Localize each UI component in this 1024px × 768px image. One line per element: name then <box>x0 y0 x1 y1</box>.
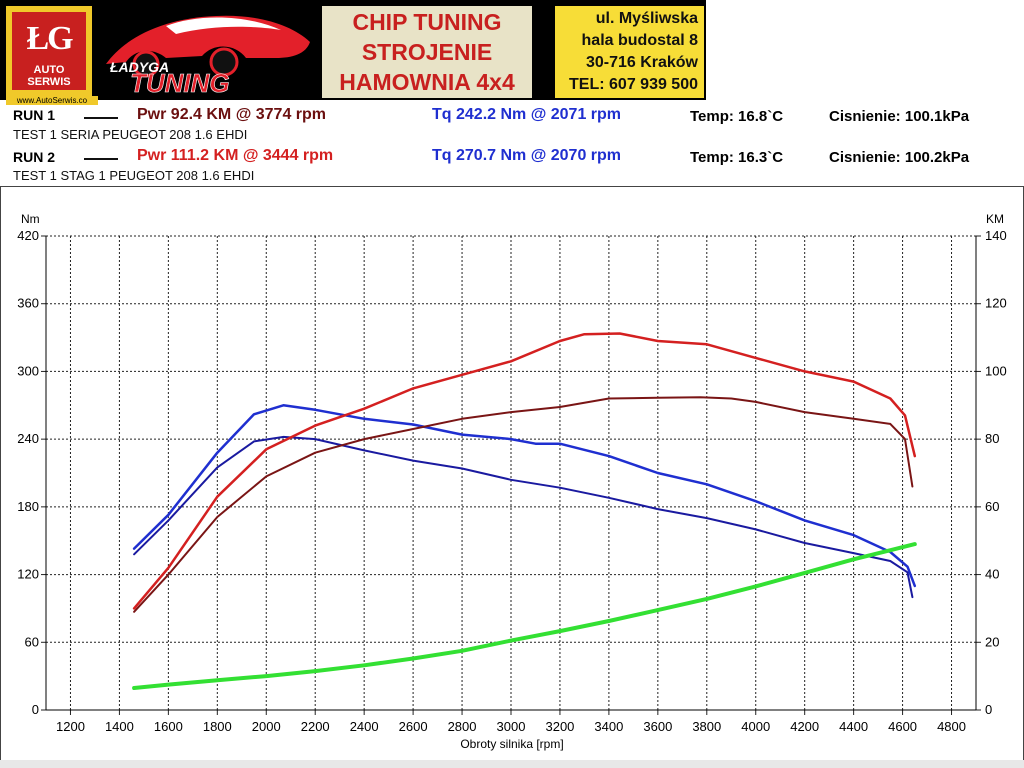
y-left-tick-label: 120 <box>17 567 39 582</box>
y-right-tick-label: 20 <box>985 634 999 649</box>
lg-auto-serwis-logo: ŁG AUTO SERWIS www.AutoSerwis.co <box>6 6 98 105</box>
car-logo-bottom-text: TUNING <box>130 68 230 98</box>
x-tick-label: 2200 <box>301 719 330 734</box>
chart-tick-labels: 1200 1400 1600 1800 2000 2200 2400 2600 2800 3000… <box>17 228 1006 734</box>
y-right-tick-label: 60 <box>985 499 999 514</box>
run2-temperature: Temp: 16.3`C <box>690 149 784 166</box>
y-right-tick-label: 100 <box>985 363 1007 378</box>
x-tick-label: 3200 <box>545 719 574 734</box>
run1-power-summary: Pwr 92.4 KM @ 3774 rpm <box>137 106 327 123</box>
series-line-run2-power <box>132 332 917 610</box>
series-line-run1-torque <box>133 435 914 599</box>
x-tick-label: 4600 <box>888 719 917 734</box>
chart-series <box>132 332 917 690</box>
x-tick-label: 2000 <box>252 719 281 734</box>
banner: ŁG AUTO SERWIS www.AutoSerwis.co ŁADYGA … <box>0 0 706 105</box>
series-line-loss <box>132 542 917 690</box>
x-tick-label: 2400 <box>350 719 379 734</box>
y-right-tick-label: 40 <box>985 567 999 582</box>
y-left-tick-label: 0 <box>32 702 39 717</box>
run1-description: TEST 1 SERIA PEUGEOT 208 1.6 EHDI <box>13 127 248 142</box>
x-tick-label: 1200 <box>56 719 85 734</box>
car-logo-top-text: ŁADYGA <box>109 59 169 75</box>
y-left-tick-label: 420 <box>17 228 39 243</box>
x-tick-label: 3800 <box>692 719 721 734</box>
address-line-4: TEL: 607 939 500 <box>569 76 698 93</box>
run1-torque-summary: Tq 242.2 Nm @ 2071 rpm <box>432 106 622 123</box>
headline-line-3: HAMOWNIA 4x4 <box>339 69 515 95</box>
right-axis-unit: KM <box>986 212 1004 226</box>
logo-url: www.AutoSerwis.co <box>6 96 98 105</box>
y-left-tick-label: 360 <box>17 296 39 311</box>
x-tick-label: 3600 <box>643 719 672 734</box>
y-right-tick-label: 0 <box>985 702 992 717</box>
run1-legend-line <box>84 117 118 119</box>
run2-torque-summary: Tq 270.7 Nm @ 2070 rpm <box>432 147 622 164</box>
run1-label: RUN 1 <box>13 107 56 123</box>
address-line-1: ul. Myśliwska <box>595 10 698 27</box>
y-right-tick-label: 140 <box>985 228 1007 243</box>
x-tick-label: 2800 <box>448 719 477 734</box>
x-axis-label: Obroty silnika [rpm] <box>460 737 563 751</box>
x-tick-label: 3400 <box>594 719 623 734</box>
y-right-tick-label: 120 <box>985 296 1007 311</box>
y-right-tick-label: 80 <box>985 431 999 446</box>
x-tick-label: 4200 <box>790 719 819 734</box>
y-left-tick-label: 60 <box>25 634 39 649</box>
logo-name: AUTO SERWIS <box>27 64 71 88</box>
run2-legend-line <box>84 158 118 160</box>
logo-mark: ŁG <box>26 20 73 57</box>
x-tick-label: 4400 <box>839 719 868 734</box>
series-line-run2-torque <box>132 404 917 588</box>
x-tick-label: 4000 <box>741 719 770 734</box>
series-line-run1-power <box>133 396 914 613</box>
status-strip <box>0 760 1024 768</box>
x-tick-label: 2600 <box>399 719 428 734</box>
y-left-tick-label: 240 <box>17 431 39 446</box>
chart-axes <box>41 235 981 715</box>
headline-line-2: STROJENIE <box>361 39 493 65</box>
headline-line-1: CHIP TUNING <box>352 9 502 35</box>
address-line-2: hala budostal 8 <box>581 32 698 49</box>
address-box: ul. Myśliwska hala budostal 8 30-716 Kra… <box>555 6 704 98</box>
y-left-tick-label: 300 <box>17 363 39 378</box>
y-left-tick-label: 180 <box>17 499 39 514</box>
ladyga-tuning-logo: ŁADYGA TUNING <box>106 15 310 98</box>
headline-box: CHIP TUNING STROJENIE HAMOWNIA 4x4 <box>322 6 532 98</box>
left-axis-unit: Nm <box>21 212 40 226</box>
run1-temperature: Temp: 16.8`C <box>690 108 784 125</box>
address-line-3: 30-716 Kraków <box>585 54 698 71</box>
run2-label: RUN 2 <box>13 149 56 165</box>
run1-pressure: Cisnienie: 100.1kPa <box>829 108 970 125</box>
run2-pressure: Cisnienie: 100.2kPa <box>829 149 970 166</box>
x-tick-label: 1400 <box>105 719 134 734</box>
x-tick-label: 4800 <box>937 719 966 734</box>
x-tick-label: 1800 <box>203 719 232 734</box>
x-tick-label: 1600 <box>154 719 183 734</box>
run2-description: TEST 1 STAG 1 PEUGEOT 208 1.6 EHDI <box>13 168 255 183</box>
x-tick-label: 3000 <box>497 719 526 734</box>
run2-power-summary: Pwr 111.2 KM @ 3444 rpm <box>137 147 334 164</box>
